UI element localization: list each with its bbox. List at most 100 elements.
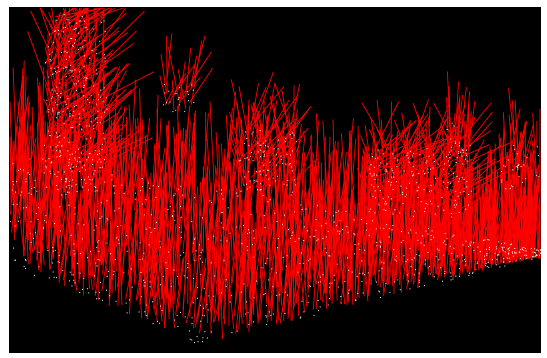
cloud-point	[391, 168, 392, 169]
cloud-point	[355, 244, 356, 245]
cloud-point	[77, 191, 78, 192]
cloud-point	[105, 31, 106, 32]
cloud-point	[376, 175, 377, 176]
cloud-point	[386, 169, 387, 170]
cloud-point	[431, 203, 432, 204]
cloud-point	[196, 250, 197, 251]
cloud-point	[315, 230, 316, 231]
cloud-point	[473, 242, 474, 243]
cloud-point	[435, 178, 436, 179]
cloud-point	[499, 266, 500, 267]
cloud-point	[295, 184, 296, 185]
cloud-point	[375, 197, 376, 198]
cloud-point	[28, 172, 29, 173]
cloud-point	[308, 260, 309, 261]
cloud-point	[69, 41, 70, 42]
cloud-point	[23, 169, 24, 170]
cloud-point	[381, 268, 382, 269]
cloud-point	[423, 171, 424, 172]
cloud-point	[421, 201, 422, 202]
cloud-point	[272, 286, 273, 287]
cloud-point	[359, 249, 360, 250]
cloud-point	[501, 171, 502, 172]
cloud-point	[419, 255, 420, 256]
cloud-point	[374, 175, 375, 176]
cloud-point	[170, 206, 171, 207]
cloud-point	[310, 236, 311, 237]
cloud-point	[126, 235, 127, 236]
cloud-point	[63, 27, 64, 28]
cloud-point	[295, 241, 296, 242]
cloud-point	[480, 251, 481, 252]
cloud-point	[518, 165, 519, 166]
cloud-point	[251, 133, 252, 134]
cloud-point	[121, 225, 122, 226]
cloud-point	[13, 204, 14, 205]
cloud-point	[79, 124, 80, 125]
cloud-point	[71, 164, 72, 165]
cloud-point	[154, 228, 155, 229]
cloud-point	[179, 227, 180, 228]
cloud-point	[304, 226, 305, 227]
cloud-point	[386, 204, 387, 205]
cloud-point	[81, 179, 82, 180]
cloud-point	[334, 280, 335, 281]
cloud-point	[475, 269, 476, 270]
cloud-point	[517, 166, 518, 167]
cloud-point	[451, 217, 452, 218]
cloud-point	[56, 146, 57, 147]
cloud-point	[35, 180, 36, 181]
cloud-point	[443, 255, 444, 256]
cloud-point	[99, 151, 100, 152]
cloud-point	[402, 192, 403, 193]
cloud-point	[512, 251, 513, 252]
point-cloud-view	[0, 0, 547, 358]
cloud-point	[430, 169, 431, 170]
cloud-point	[505, 188, 506, 189]
cloud-point	[395, 259, 396, 260]
normal-line	[284, 149, 285, 186]
cloud-point	[49, 158, 50, 159]
cloud-point	[82, 289, 83, 290]
cloud-point	[359, 273, 360, 274]
cloud-point	[400, 289, 401, 290]
cloud-point	[57, 145, 58, 146]
cloud-point	[455, 191, 456, 192]
cloud-point	[75, 39, 76, 40]
cloud-point	[492, 259, 493, 260]
cloud-point	[99, 298, 100, 299]
cloud-point	[90, 153, 91, 154]
cloud-point	[459, 143, 460, 144]
cloud-point	[55, 250, 56, 251]
cloud-point	[95, 187, 96, 188]
cloud-point	[425, 264, 426, 265]
cloud-point	[271, 268, 272, 269]
cloud-point	[511, 185, 512, 186]
cloud-point	[285, 313, 286, 314]
cloud-point	[58, 261, 59, 262]
cloud-point	[282, 224, 283, 225]
cloud-point	[256, 281, 257, 282]
cloud-point	[239, 160, 240, 161]
cloud-point	[88, 157, 89, 158]
cloud-point	[257, 143, 258, 144]
cloud-point	[60, 155, 61, 156]
cloud-point	[404, 171, 405, 172]
cloud-point	[453, 260, 454, 261]
cloud-point	[458, 151, 459, 152]
cloud-point	[448, 154, 449, 155]
cloud-point	[191, 221, 192, 222]
cloud-point	[411, 266, 412, 267]
cloud-point	[201, 252, 202, 253]
cloud-point	[287, 295, 288, 296]
cloud-point	[292, 150, 293, 151]
cloud-point	[433, 237, 434, 238]
cloud-point	[380, 227, 381, 228]
cloud-point	[244, 185, 245, 186]
cloud-point	[71, 127, 72, 128]
cloud-point	[263, 143, 264, 144]
cloud-point	[451, 253, 452, 254]
normal-line	[101, 207, 102, 264]
cloud-point	[300, 318, 301, 319]
cloud-point	[269, 311, 270, 312]
